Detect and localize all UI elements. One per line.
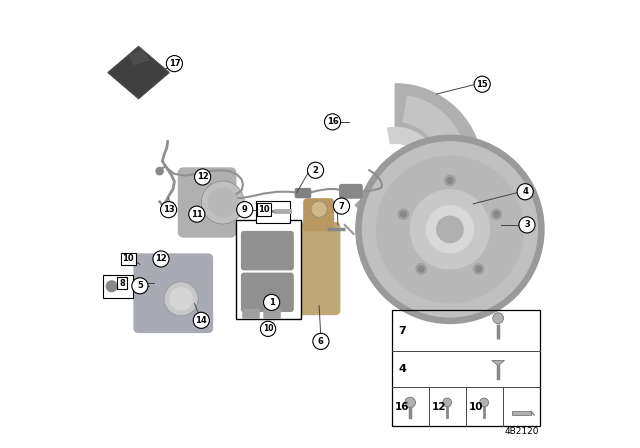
FancyBboxPatch shape <box>264 310 280 318</box>
Text: 16: 16 <box>396 402 410 412</box>
Wedge shape <box>396 84 483 258</box>
Text: 17: 17 <box>168 59 180 68</box>
Text: 4: 4 <box>398 364 406 375</box>
Circle shape <box>474 76 490 92</box>
Circle shape <box>426 206 474 253</box>
Text: 11: 11 <box>191 210 203 219</box>
Circle shape <box>313 333 329 349</box>
Circle shape <box>419 266 424 272</box>
Polygon shape <box>130 50 148 65</box>
Bar <box>103 275 133 298</box>
Circle shape <box>189 206 205 222</box>
Text: 4: 4 <box>522 187 528 196</box>
Text: 2: 2 <box>312 166 319 175</box>
Text: 16: 16 <box>326 117 339 126</box>
Circle shape <box>106 281 117 292</box>
Circle shape <box>447 178 452 183</box>
Circle shape <box>324 114 340 130</box>
Circle shape <box>161 202 177 218</box>
Circle shape <box>264 294 280 310</box>
Circle shape <box>209 188 237 217</box>
Circle shape <box>156 168 163 175</box>
Wedge shape <box>380 128 439 215</box>
Circle shape <box>445 175 455 185</box>
Circle shape <box>474 264 484 274</box>
Circle shape <box>307 162 324 178</box>
FancyBboxPatch shape <box>304 199 333 231</box>
Circle shape <box>479 398 488 407</box>
Text: 3: 3 <box>524 220 530 229</box>
Circle shape <box>153 251 169 267</box>
Circle shape <box>193 312 209 328</box>
Circle shape <box>237 202 253 218</box>
FancyBboxPatch shape <box>296 189 310 198</box>
Text: 10: 10 <box>122 254 134 263</box>
Text: 10: 10 <box>469 402 484 412</box>
Bar <box>392 310 540 426</box>
Text: 8: 8 <box>119 279 125 288</box>
Text: 15: 15 <box>476 80 488 89</box>
Circle shape <box>410 190 490 269</box>
Text: 6: 6 <box>318 337 324 346</box>
Circle shape <box>202 181 244 224</box>
FancyBboxPatch shape <box>242 273 293 311</box>
Circle shape <box>166 56 182 72</box>
FancyBboxPatch shape <box>340 185 362 198</box>
Circle shape <box>476 266 481 272</box>
Circle shape <box>362 142 538 317</box>
Circle shape <box>493 211 499 217</box>
Text: 4B2120: 4B2120 <box>505 427 540 436</box>
Text: 12: 12 <box>155 254 167 263</box>
Text: 10: 10 <box>258 205 270 214</box>
Circle shape <box>492 209 502 220</box>
Circle shape <box>333 198 349 214</box>
Circle shape <box>164 282 198 316</box>
Wedge shape <box>355 182 429 224</box>
Text: 7: 7 <box>398 326 406 336</box>
Circle shape <box>493 313 504 323</box>
Circle shape <box>132 278 148 294</box>
Text: 7: 7 <box>339 202 344 211</box>
Polygon shape <box>108 47 169 99</box>
Circle shape <box>443 398 452 407</box>
FancyBboxPatch shape <box>134 254 212 332</box>
FancyBboxPatch shape <box>298 223 340 314</box>
Circle shape <box>356 135 544 323</box>
Circle shape <box>170 288 192 310</box>
Circle shape <box>398 209 408 220</box>
FancyBboxPatch shape <box>243 310 259 318</box>
Text: 9: 9 <box>242 205 248 214</box>
Text: 1: 1 <box>269 298 275 307</box>
Text: 10: 10 <box>263 324 273 333</box>
Circle shape <box>401 211 406 217</box>
Circle shape <box>404 397 415 408</box>
Polygon shape <box>492 361 504 366</box>
Text: 5: 5 <box>137 281 143 290</box>
Bar <box>256 201 289 223</box>
Circle shape <box>519 217 535 233</box>
Circle shape <box>416 264 426 274</box>
Circle shape <box>436 216 463 242</box>
FancyBboxPatch shape <box>242 232 293 270</box>
Text: 12: 12 <box>196 172 209 181</box>
Circle shape <box>376 156 524 303</box>
Circle shape <box>260 321 276 336</box>
Circle shape <box>195 169 211 185</box>
Text: 13: 13 <box>163 205 174 214</box>
Circle shape <box>517 184 533 200</box>
Text: 12: 12 <box>432 402 447 412</box>
Bar <box>236 220 301 319</box>
Circle shape <box>311 201 327 217</box>
FancyBboxPatch shape <box>179 168 236 237</box>
Wedge shape <box>403 96 467 228</box>
Polygon shape <box>512 411 531 415</box>
Text: 14: 14 <box>195 316 207 325</box>
